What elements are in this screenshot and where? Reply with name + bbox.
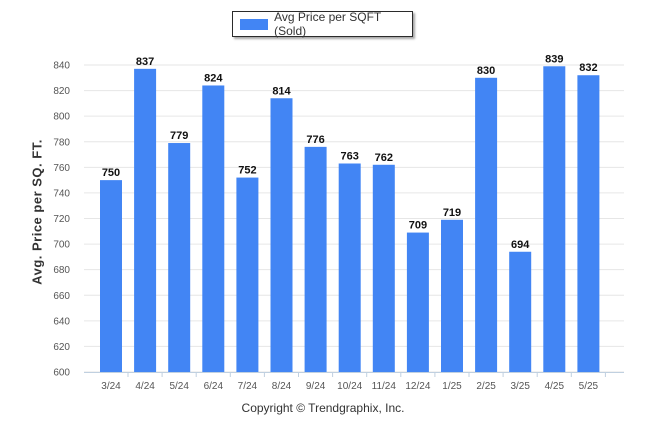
data-label: 837 xyxy=(136,56,154,68)
x-tick-label: 4/25 xyxy=(545,381,565,392)
data-label: 709 xyxy=(409,220,427,232)
y-tick-label: 700 xyxy=(53,240,70,251)
bar xyxy=(372,164,395,372)
x-tick-label: 5/24 xyxy=(169,381,189,392)
data-label: 694 xyxy=(511,239,530,251)
y-tick-label: 740 xyxy=(53,188,70,199)
x-tick-label: 10/24 xyxy=(337,381,362,392)
data-label: 763 xyxy=(341,150,359,162)
legend-label: Avg Price per SQFT (Sold) xyxy=(274,10,382,38)
bar xyxy=(304,146,327,372)
legend-swatch xyxy=(240,18,269,30)
x-tick-label: 9/24 xyxy=(306,381,326,392)
data-label: 830 xyxy=(477,65,495,77)
x-tick-label: 12/24 xyxy=(405,381,430,392)
bar xyxy=(475,77,498,373)
bar xyxy=(134,68,157,373)
x-tick-label: 1/25 xyxy=(442,381,462,392)
y-tick-label: 660 xyxy=(53,291,70,302)
bar xyxy=(270,98,293,372)
y-tick-label: 620 xyxy=(53,342,70,353)
bar xyxy=(236,177,259,372)
x-tick-label: 2/25 xyxy=(476,381,496,392)
bar xyxy=(168,143,191,372)
y-tick-label: 640 xyxy=(53,316,70,327)
data-label: 719 xyxy=(443,207,461,219)
data-label: 750 xyxy=(102,167,120,179)
x-tick-label: 11/24 xyxy=(372,381,397,392)
data-label: 814 xyxy=(272,85,291,97)
y-tick-label: 720 xyxy=(53,214,70,225)
bar xyxy=(338,163,361,372)
x-tick-label: 8/24 xyxy=(272,381,292,392)
x-tick-label: 5/25 xyxy=(579,381,599,392)
x-tick-label: 7/24 xyxy=(238,381,258,392)
x-tick-label: 3/25 xyxy=(510,381,530,392)
y-axis-title: Avg. Price per SQ. FT. xyxy=(29,139,45,285)
copyright-text: Copyright © Trendgraphix, Inc. xyxy=(241,401,405,415)
data-label: 776 xyxy=(306,134,324,146)
bar xyxy=(406,232,429,372)
x-tick-label: 3/24 xyxy=(101,381,121,392)
bar xyxy=(202,85,225,372)
bar xyxy=(577,75,600,372)
y-tick-label: 680 xyxy=(53,265,70,276)
data-label: 824 xyxy=(204,72,223,84)
data-label: 752 xyxy=(238,165,256,177)
bar xyxy=(543,66,566,372)
y-tick-label: 840 xyxy=(53,61,70,72)
bar xyxy=(441,219,463,372)
y-tick-label: 780 xyxy=(53,137,70,148)
legend[interactable]: Avg Price per SQFT (Sold) xyxy=(232,10,413,38)
data-label: 779 xyxy=(170,130,188,142)
y-tick-label: 800 xyxy=(53,112,70,123)
y-tick-label: 600 xyxy=(53,368,70,379)
y-tick-label: 760 xyxy=(53,163,70,174)
bar xyxy=(100,180,122,372)
x-tick-label: 6/24 xyxy=(204,381,224,392)
x-tick-label: 4/24 xyxy=(135,381,155,392)
data-label: 832 xyxy=(579,62,597,74)
y-tick-label: 820 xyxy=(53,86,70,97)
bar xyxy=(509,251,532,372)
data-label: 839 xyxy=(545,53,563,65)
data-label: 762 xyxy=(375,152,393,164)
